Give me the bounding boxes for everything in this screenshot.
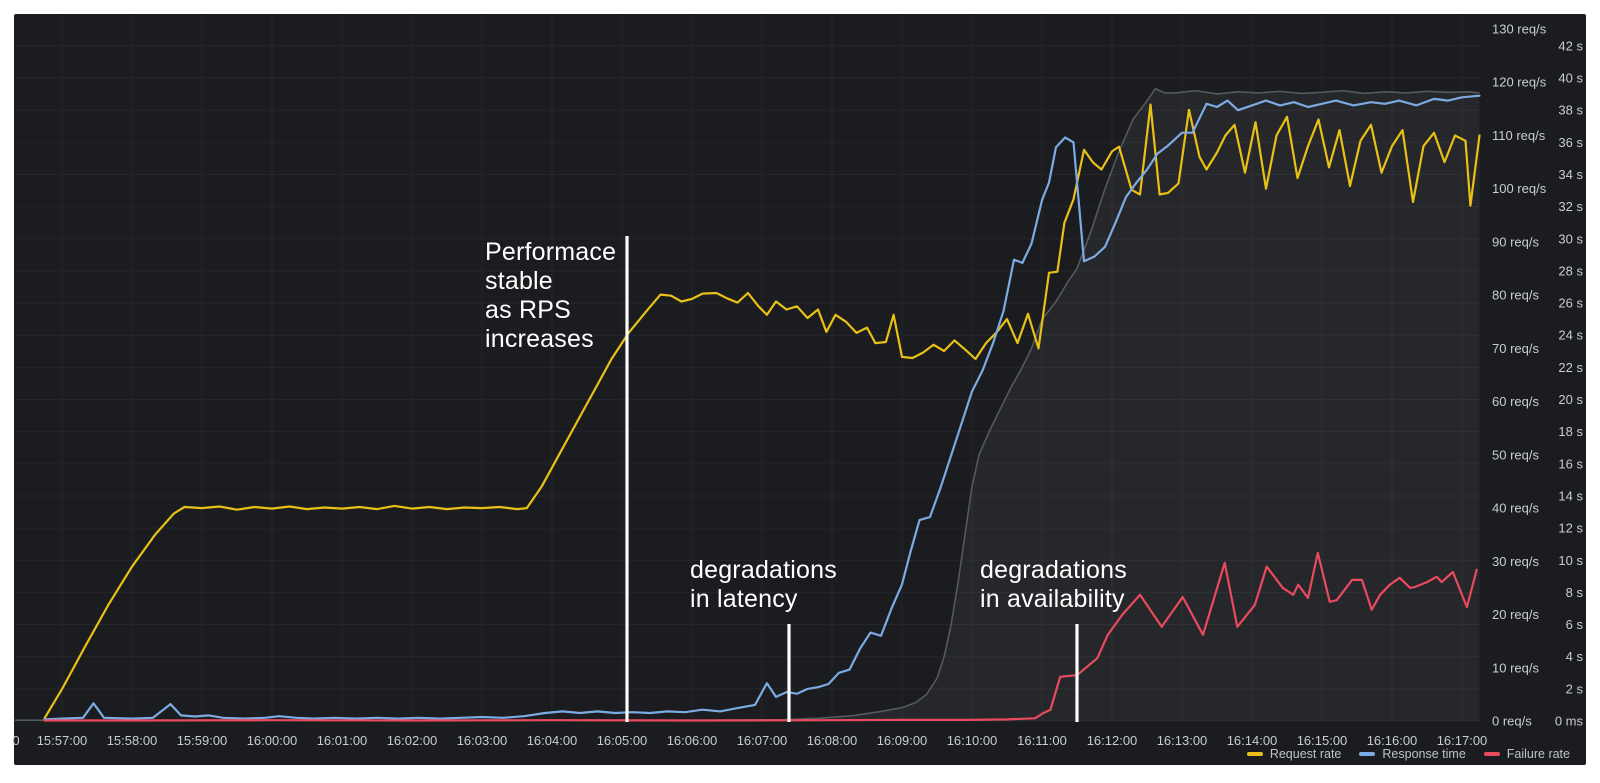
y-tick-label-seconds: 10 s [1558, 553, 1583, 568]
y-tick-label-rps: 130 req/s [1492, 21, 1547, 36]
series-failure-rate [43, 551, 1478, 722]
x-tick-label: 16:08:00 [807, 733, 858, 748]
y-tick-label-seconds: 40 s [1558, 71, 1583, 86]
chart-panel [14, 14, 1586, 765]
x-tick-label: 15:57:00 [37, 733, 88, 748]
y-axis-rps: 0 req/s 10 req/s 20 req/s 30 req/s 40 req/s 5… [1492, 21, 1547, 728]
y-tick-label-seconds: 14 s [1558, 488, 1583, 503]
annotation-line [787, 624, 791, 722]
response-time-swatch-icon [1359, 751, 1376, 757]
y-tick-label-rps: 30 req/s [1492, 554, 1539, 569]
y-tick-label-seconds: 36 s [1558, 135, 1583, 150]
y-tick-label-rps: 90 req/s [1492, 234, 1539, 249]
x-tick-label: 16:17:00 [1437, 733, 1488, 748]
series-request-rate [43, 103, 1481, 720]
annotation-text-line: stable [485, 267, 553, 295]
y-tick-label-seconds: 42 s [1558, 38, 1583, 53]
annotation-text-line: in availability [980, 585, 1125, 613]
annotation-text-line: increases [485, 325, 594, 353]
y-tick-label-rps: 40 req/s [1492, 501, 1539, 516]
legend-label: Response time [1382, 747, 1466, 761]
y-axis-seconds: 0 ms 2 s 4 s 6 s 8 s 10 s 12 s 14 s 16 s 18 s 20 s… [1555, 38, 1584, 728]
x-tick-label: 16:09:00 [877, 733, 928, 748]
y-tick-label-rps: 80 req/s [1492, 288, 1539, 303]
y-tick-label-seconds: 26 s [1558, 296, 1583, 311]
y-tick-label-rps: 100 req/s [1492, 181, 1547, 196]
y-tick-label-rps: 0 req/s [1492, 714, 1532, 729]
x-tick-label: 16:07:00 [737, 733, 788, 748]
annotation-text-line: in latency [690, 585, 798, 613]
legend-label: Request rate [1269, 747, 1342, 761]
legend-item-request-rate[interactable]: Request rate [1246, 747, 1342, 761]
annotation-text-line: degradations [980, 556, 1127, 584]
y-tick-label-seconds: 4 s [1566, 649, 1584, 664]
x-tick-label: 16:02:00 [387, 733, 438, 748]
y-tick-label-seconds: 2 s [1566, 681, 1584, 696]
y-tick-label-rps: 60 req/s [1492, 394, 1539, 409]
y-tick-label-seconds: 8 s [1566, 585, 1584, 600]
x-tick-label: 15:59:00 [177, 733, 228, 748]
x-tick-label: 16:11:00 [1017, 733, 1067, 748]
legend: Request rate Response time Failure rate [1246, 747, 1570, 761]
x-axis: 0 15:57:00 15:58:00 15:59:00 16:00:00 16:01:0… [12, 733, 1487, 748]
y-tick-label-seconds: 32 s [1558, 199, 1583, 214]
x-tick-label: 16:05:00 [597, 733, 648, 748]
y-tick-label-seconds: 30 s [1558, 231, 1583, 246]
annotation-text: degradations in latency [690, 556, 837, 614]
x-tick-label: 16:03:00 [457, 733, 508, 748]
y-tick-label-seconds: 34 s [1558, 167, 1583, 182]
series-response-time [43, 94, 1481, 721]
x-tick-label: 16:16:00 [1367, 733, 1418, 748]
x-tick-label: 16:06:00 [667, 733, 718, 748]
x-tick-label: 16:01:00 [317, 733, 368, 748]
annotation-line [625, 236, 629, 722]
y-tick-label-rps: 120 req/s [1492, 75, 1547, 90]
y-tick-label-seconds: 28 s [1558, 263, 1583, 278]
y-tick-label-rps: 110 req/s [1492, 128, 1546, 143]
y-tick-label-rps: 10 req/s [1492, 660, 1539, 675]
series-layer [15, 87, 1481, 722]
legend-label: Failure rate [1506, 747, 1570, 761]
x-tick-label: 16:12:00 [1087, 733, 1138, 748]
request-rate-swatch-icon [1246, 751, 1263, 757]
y-tick-label-rps: 70 req/s [1492, 341, 1539, 356]
series-area-unlabeled-gray-area [15, 88, 1480, 722]
y-tick-label-seconds: 0 ms [1555, 714, 1584, 729]
x-tick-label: 16:15:00 [1297, 733, 1348, 748]
y-tick-label-seconds: 16 s [1558, 456, 1583, 471]
y-tick-label-seconds: 24 s [1558, 328, 1583, 343]
x-tick-label: 15:58:00 [107, 733, 158, 748]
x-tick-label: 16:13:00 [1157, 733, 1208, 748]
y-tick-label-seconds: 18 s [1558, 424, 1583, 439]
x-tick-label: 16:00:00 [247, 733, 298, 748]
annotation-text-line: degradations [690, 556, 837, 584]
x-tick-label: 0 [12, 733, 19, 748]
annotation-text: degradations in availability [980, 556, 1127, 614]
x-tick-label: 16:14:00 [1227, 733, 1278, 748]
y-tick-label-seconds: 22 s [1558, 360, 1583, 375]
annotation-text-line: Performace [485, 238, 617, 266]
series-edge-unlabeled-gray-area [15, 87, 1480, 722]
failure-rate-swatch-icon [1483, 751, 1500, 757]
x-tick-label: 16:10:00 [947, 733, 998, 748]
annotation-text: Performace stable as RPS increases [485, 238, 616, 354]
annotation-text-line: as RPS [485, 296, 571, 324]
annotation-line [1075, 624, 1079, 722]
y-tick-label-seconds: 6 s [1566, 617, 1584, 632]
legend-item-failure-rate[interactable]: Failure rate [1483, 747, 1570, 761]
y-tick-label-rps: 50 req/s [1492, 447, 1539, 462]
y-tick-label-rps: 20 req/s [1492, 607, 1539, 622]
y-tick-label-seconds: 20 s [1558, 392, 1583, 407]
legend-item-response-time[interactable]: Response time [1359, 747, 1466, 761]
y-tick-label-seconds: 12 s [1558, 521, 1583, 536]
x-tick-label: 16:04:00 [527, 733, 578, 748]
y-tick-label-seconds: 38 s [1558, 103, 1583, 118]
